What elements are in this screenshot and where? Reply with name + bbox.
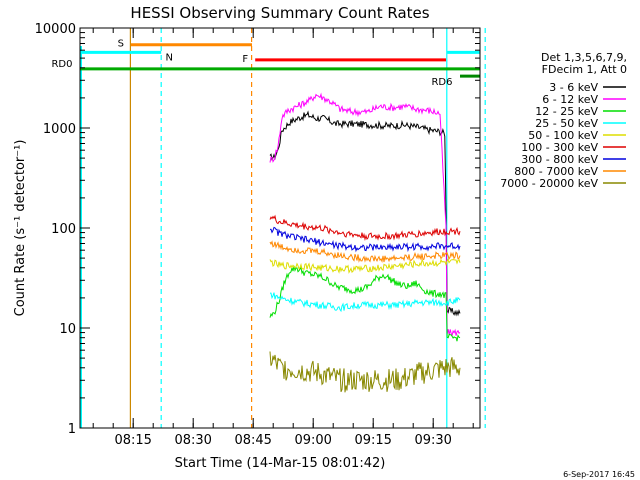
x-tick-label: 09:15: [354, 433, 391, 448]
x-axis-ticks: 08:15 08:30 08:45 09:00 09:15 09:30: [92, 28, 474, 448]
flag-label: RD0: [51, 59, 72, 70]
y-tick-label: 100: [51, 222, 76, 237]
legend-entry-label: 800 - 7000 keV: [514, 165, 598, 178]
x-tick-label: 09:30: [414, 433, 451, 448]
y-axis-ticks: 1 10 100 1000 10000: [35, 22, 480, 437]
legend-entry-label: 3 - 6 keV: [549, 81, 598, 94]
series-line: [269, 226, 461, 253]
legend-header: FDecim 1, Att 0: [542, 63, 627, 76]
legend-entry-label: 12 - 25 keV: [535, 105, 598, 118]
x-axis-label: Start Time (14-Mar-15 08:01:42): [175, 456, 386, 471]
x-tick-label: 09:00: [294, 433, 331, 448]
legend: Det 1,3,5,6,7,9,FDecim 1, Att 0 3 - 6 keV…: [500, 51, 627, 190]
series-line: [269, 240, 461, 264]
flag-label: F: [242, 54, 248, 65]
series-line: [269, 214, 461, 242]
x-tick-label: 08:30: [174, 433, 211, 448]
x-tick-label: 08:45: [234, 433, 271, 448]
legend-entry-label: 300 - 800 keV: [521, 153, 598, 166]
flag-label: N: [165, 52, 172, 63]
legend-entry-label: 25 - 50 keV: [535, 117, 598, 130]
legend-entry-label: 50 - 100 keV: [528, 129, 598, 142]
x-tick-label: 08:15: [114, 433, 151, 448]
series-line: [269, 110, 461, 317]
series-line: [269, 265, 461, 342]
y-tick-label: 10000: [35, 22, 76, 37]
y-tick-label: 1000: [43, 122, 76, 137]
legend-header: Det 1,3,5,6,7,9,: [541, 51, 627, 64]
series-line: [270, 292, 461, 313]
legend-entry-label: 100 - 300 keV: [521, 141, 598, 154]
y-tick-label: 1: [68, 422, 76, 437]
y-tick-label: 10: [59, 322, 76, 337]
date-stamp: 6-Sep-2017 16:45: [563, 470, 635, 479]
y-axis-label: Count Rate (s⁻¹ detector⁻¹): [13, 140, 28, 317]
series-line: [269, 92, 461, 338]
series-line: [269, 351, 461, 393]
chart-title: HESSI Observing Summary Count Rates: [130, 4, 429, 22]
plot-area: S N F RD0 RD6: [51, 28, 486, 428]
flag-label: S: [118, 39, 124, 50]
legend-entry-label: 6 - 12 keV: [542, 93, 598, 106]
legend-entry-label: 7000 - 20000 keV: [500, 177, 598, 190]
flag-label: RD6: [431, 77, 452, 88]
series-line: [269, 258, 461, 274]
